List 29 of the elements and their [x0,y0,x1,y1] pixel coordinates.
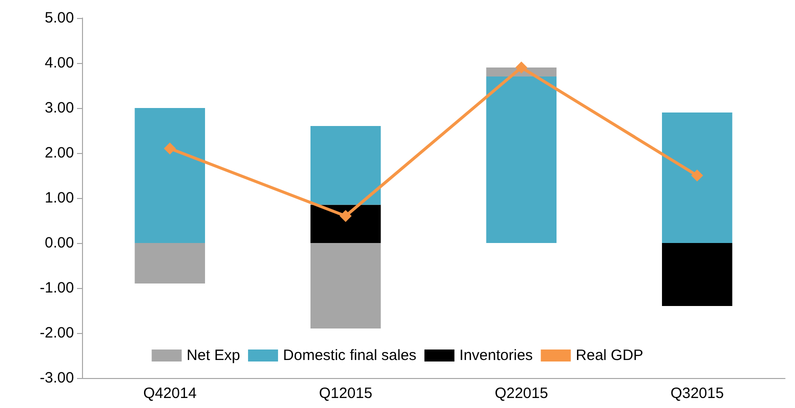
y-tick-label: 3.00 [44,100,74,116]
bar [662,112,732,243]
legend-label: Net Exp [186,347,240,364]
bar [134,243,206,284]
y-tick-label: -3.00 [40,370,74,386]
point [515,62,528,74]
x-tick-label: Q32015 [670,385,724,402]
y-tick-label: 4.00 [44,54,74,72]
point [164,142,176,154]
bar [486,76,557,243]
point [340,210,352,222]
y-tick-label: -2.00 [40,324,74,342]
point [691,170,704,182]
bar [310,243,381,328]
bar [310,204,381,243]
x-tick-label: Q42014 [143,385,197,402]
legend-label: Real GDP [576,347,644,364]
y-tick-label: 5.00 [44,10,74,26]
y-tick-label: 2.00 [44,144,74,162]
legend-label: Inventories [459,347,533,364]
legend-label: Domestic final sales [283,347,416,364]
bar [134,108,206,243]
bar [662,243,732,306]
y-tick-label: -1.00 [40,280,74,296]
x-tick-label: Q22015 [494,385,548,402]
bar [310,126,381,205]
x-tick-label: Q12015 [318,385,372,402]
y-tick-label: 1.00 [44,190,74,206]
y-tick-label: 0.00 [44,234,74,252]
